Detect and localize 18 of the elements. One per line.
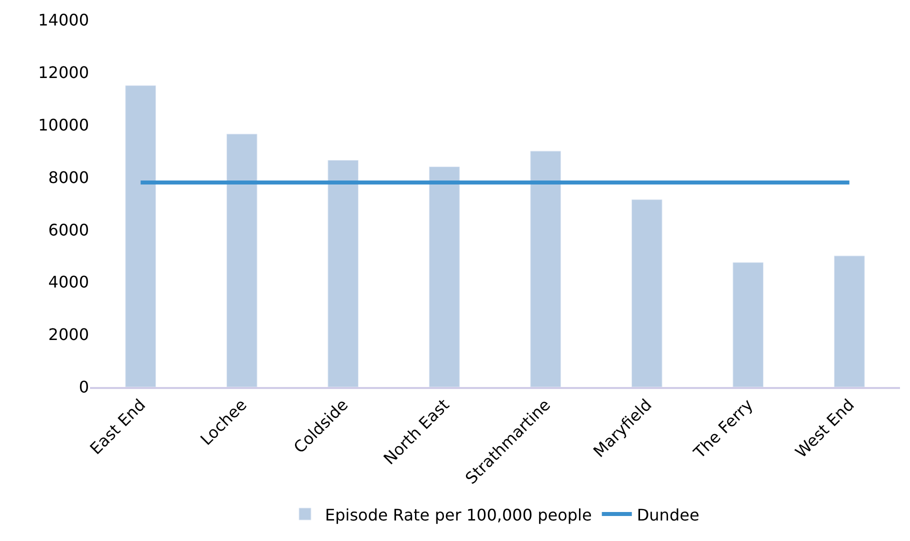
bar [732,262,764,387]
y-tick-label: 8000 [48,168,89,187]
legend-label: Episode Rate per 100,000 people [325,505,592,524]
bar [834,256,865,387]
bar [631,199,662,387]
y-tick-label: 2000 [48,325,89,344]
y-tick-label: 10000 [38,115,89,134]
y-tick-label: 12000 [38,63,89,82]
bar [328,160,359,387]
y-tick-label: 0 [78,378,89,397]
bar [125,85,156,387]
y-tick-label: 14000 [38,10,89,30]
bar [428,166,460,387]
legend-label: Dundee [636,505,700,524]
y-tick-label: 4000 [48,272,89,292]
bar [226,134,258,387]
bar [530,150,562,387]
y-tick-label: 6000 [48,220,89,240]
